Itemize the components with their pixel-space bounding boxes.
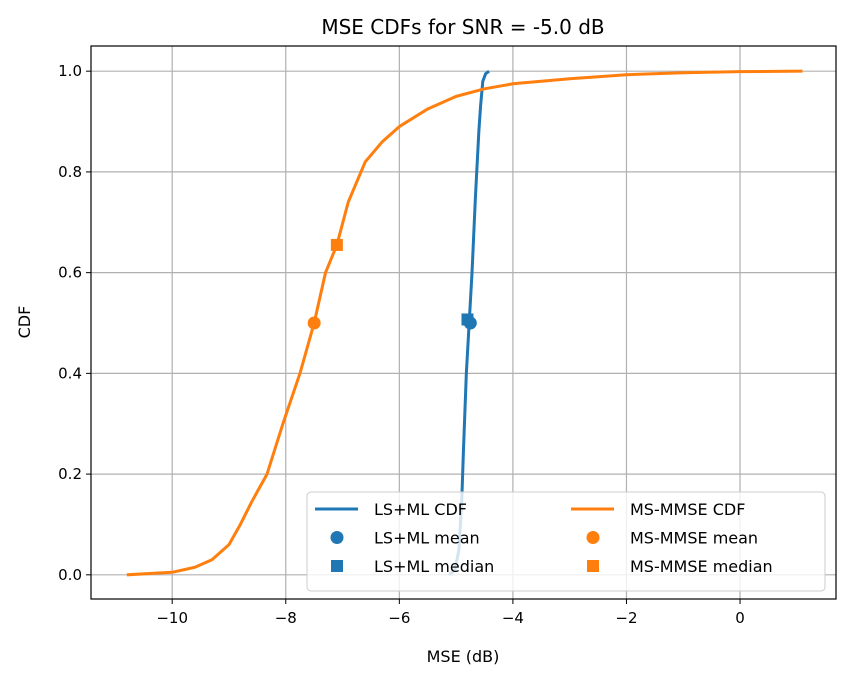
y-tick-label: 1.0 (58, 62, 82, 80)
y-tick-label: 0.0 (58, 566, 82, 584)
y-tick-label: 0.6 (58, 264, 82, 282)
legend-label: MS-MMSE mean (630, 529, 758, 548)
legend-label: LS+ML mean (374, 529, 480, 548)
plot-frame (90, 45, 837, 600)
legend-label: LS+ML CDF (374, 500, 467, 519)
marker-ms-mmse-median (330, 238, 343, 251)
x-tick-label: −4 (502, 609, 524, 627)
legend-square-icon (331, 560, 343, 572)
marker-ls-ml-median (461, 313, 474, 326)
x-tick-label: 0 (735, 609, 745, 627)
legend-label: MS-MMSE CDF (630, 500, 745, 519)
series-line-ms-mmse-cdf (126, 69, 803, 577)
legend-label: MS-MMSE median (630, 557, 773, 576)
legend-circle-icon (330, 531, 344, 544)
x-tick-label: −10 (156, 609, 188, 627)
legend-square-icon (587, 560, 599, 572)
x-tick-label: −8 (275, 609, 297, 627)
chart-title: MSE CDFs for SNR = -5.0 dB (321, 15, 604, 39)
legend-circle-icon (586, 531, 600, 544)
y-tick-label: 0.4 (58, 364, 82, 382)
y-tick-label: 0.2 (58, 465, 82, 483)
x-tick-label: −6 (388, 609, 410, 627)
x-tick-label: −2 (615, 609, 637, 627)
y-axis-label: CDF (15, 306, 34, 339)
x-axis-label: MSE (dB) (427, 647, 500, 666)
legend: LS+ML CDF LS+ML mean LS+ML median MS-MMSE C… (306, 491, 826, 592)
y-tick-label: 0.8 (58, 163, 82, 181)
legend-box (306, 491, 826, 592)
marker-ms-mmse-mean (307, 316, 321, 330)
legend-label: LS+ML median (374, 557, 494, 576)
